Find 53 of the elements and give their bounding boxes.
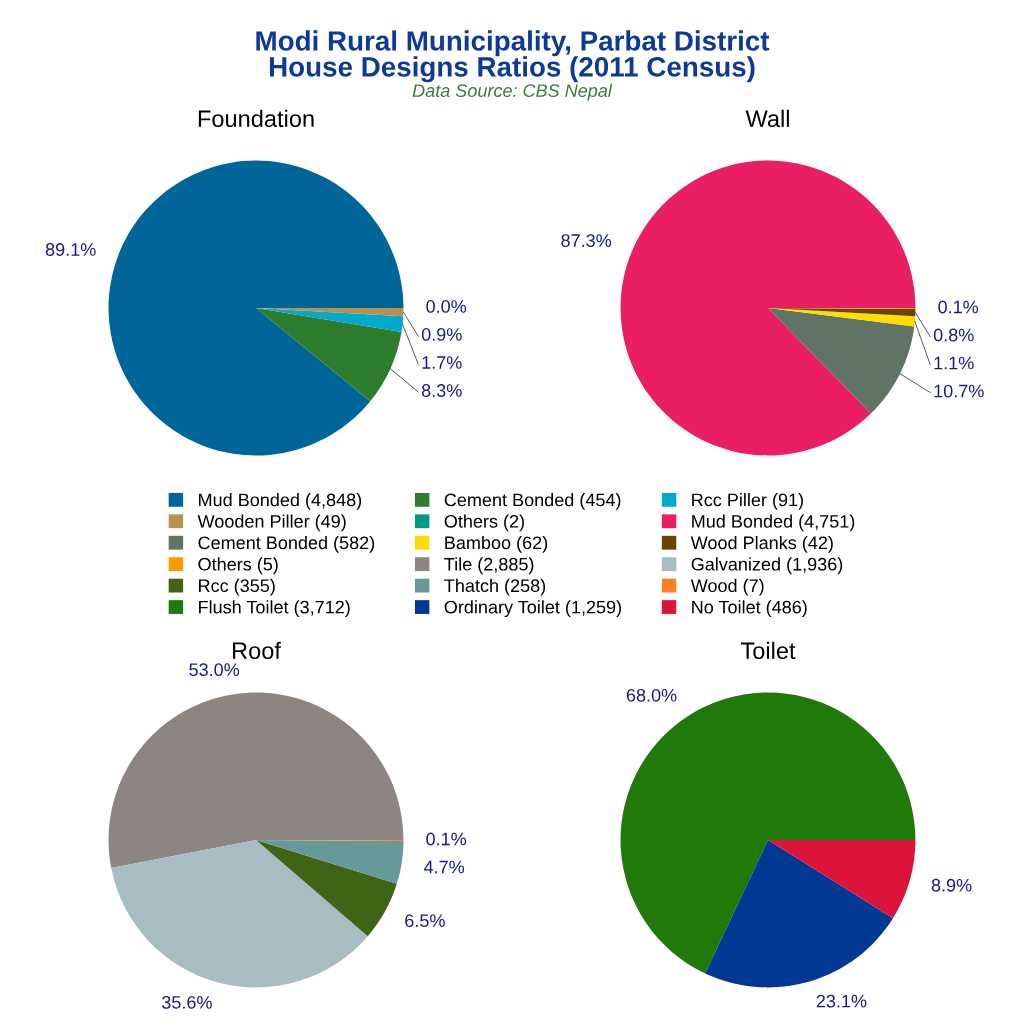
chart-subtitle: Data Source: CBS Nepal — [412, 83, 613, 101]
pie-slice — [620, 160, 916, 456]
data-label: 8.9% — [931, 878, 972, 892]
data-label: 8.3% — [421, 384, 462, 397]
pie-slice — [256, 840, 397, 937]
legend-label: Galvanized (1,936) — [691, 557, 843, 575]
pie-slice — [111, 840, 368, 988]
data-label: 23.1% — [816, 994, 867, 1008]
legend-label: Flush Toilet (3,712) — [199, 600, 350, 618]
data-label: 0.1% — [426, 832, 467, 846]
data-label: 53.0% — [189, 663, 240, 677]
pie-slice — [768, 308, 915, 414]
data-label: 87.3% — [561, 234, 612, 247]
pie-slice — [108, 160, 404, 456]
legend-label: Wood Planks (42) — [690, 535, 833, 553]
legend-label: Rcc Piller (91) — [692, 493, 803, 510]
data-label: 89.1% — [45, 243, 96, 256]
chart-title: Modi Rural Municipality, Parbat District House Designs Ratios (2011 Census) — [256, 30, 770, 83]
data-label: 6.5% — [405, 914, 445, 928]
pie-slice — [256, 308, 402, 402]
legend-label: No Toilet (486) — [692, 600, 807, 618]
text: Roof — [233, 641, 281, 660]
legend-label: Bamboo (62) — [445, 535, 548, 553]
pie-slice — [256, 308, 404, 332]
pie-slice — [256, 840, 404, 884]
data-label: 68.0% — [626, 688, 677, 702]
text: Foundation — [198, 109, 314, 128]
legend-label: Wood (7) — [690, 578, 764, 596]
data-label: 0.1% — [938, 300, 979, 314]
legend-label: Tile (2,885) — [444, 557, 534, 575]
text: 0.0% — [426, 300, 467, 313]
pie-slice — [108, 692, 404, 869]
legend-label: Cement Bonded (454) — [444, 493, 621, 510]
data-label: 1.1% — [934, 356, 974, 370]
data-label: 0.9% — [421, 328, 462, 341]
legend-label: Cement Bonded (582) — [198, 535, 375, 553]
legend-label: Rcc (355) — [199, 578, 275, 596]
legend-label: Mud Bonded (4,751) — [692, 514, 855, 532]
legend-label: Thatch (258) — [444, 578, 546, 596]
data-label: 35.6% — [161, 995, 212, 1009]
data-label: 1.7% — [422, 356, 462, 369]
data-label: 4.7% — [423, 860, 465, 874]
legend-label: Ordinary Toilet (1,259) — [444, 600, 621, 618]
data-label: 10.7% — [934, 384, 984, 398]
legend-label: Wooden Piller (49) — [197, 514, 346, 532]
legend-label: Others (5) — [198, 557, 278, 575]
data-label: 0.8% — [933, 328, 974, 342]
text: Toilet — [740, 641, 796, 660]
text: Wall — [745, 109, 789, 128]
legend-label: Others (2) — [444, 514, 524, 532]
pie-slice — [768, 840, 916, 919]
pie-slice — [705, 840, 893, 988]
legend-label: Mud Bonded (4,848) — [199, 493, 362, 510]
